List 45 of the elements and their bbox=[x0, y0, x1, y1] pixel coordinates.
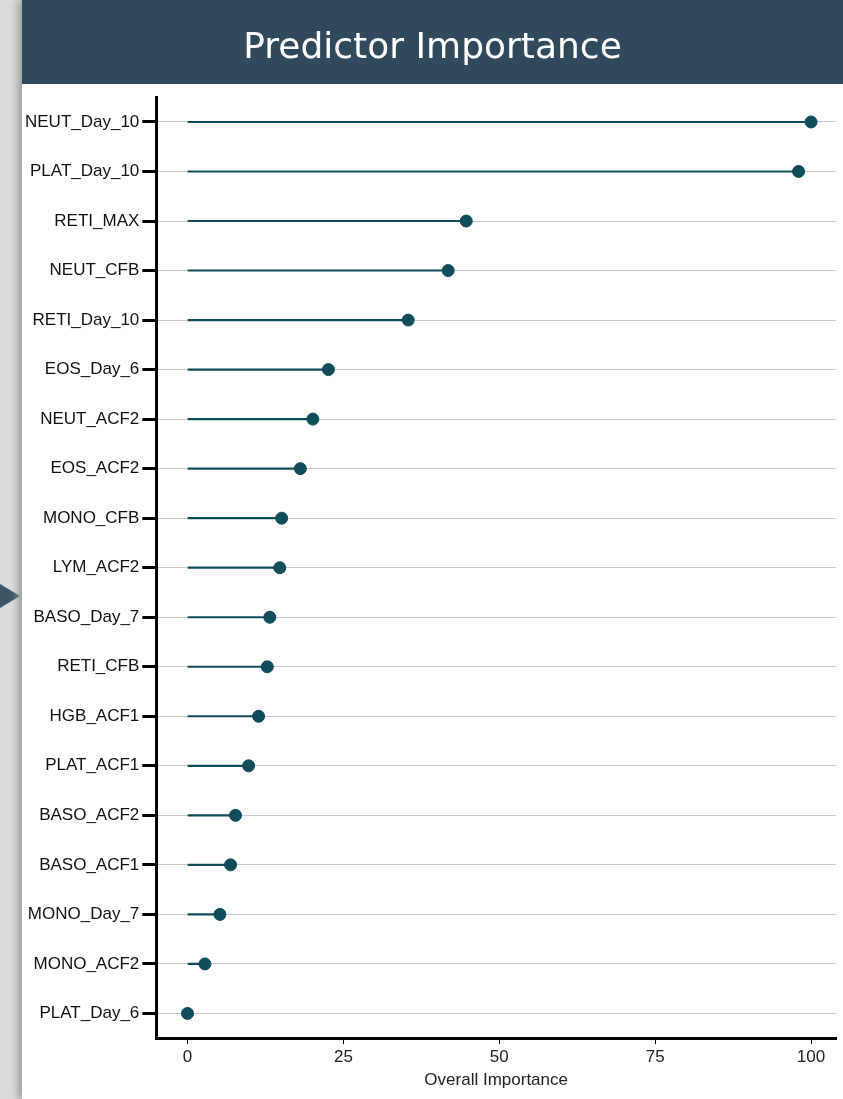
x-tick-label: 0 bbox=[182, 1047, 193, 1067]
y-tick-label: NEUT_Day_10 bbox=[25, 111, 140, 131]
y-tick-label: RETI_Day_10 bbox=[32, 309, 140, 329]
point bbox=[293, 462, 307, 476]
y-tick-label: EOS_Day_6 bbox=[44, 359, 140, 379]
y-tick-label: EOS_ACF2 bbox=[50, 458, 140, 478]
y-tick-label: LYM_ACF2 bbox=[52, 557, 140, 577]
x-tick-label: 50 bbox=[489, 1047, 509, 1067]
point bbox=[242, 759, 256, 773]
x-tick-label: 75 bbox=[645, 1047, 665, 1067]
point bbox=[273, 561, 287, 575]
y-tick-label: BASO_ACF2 bbox=[39, 805, 140, 825]
y-tick-label: MONO_Day_7 bbox=[27, 904, 140, 924]
x-tick-label: 25 bbox=[333, 1047, 353, 1067]
point bbox=[459, 214, 473, 228]
point bbox=[441, 264, 455, 278]
point bbox=[213, 907, 227, 921]
y-tick-label: HGB_ACF1 bbox=[49, 705, 140, 725]
point bbox=[306, 412, 320, 426]
point bbox=[321, 363, 335, 377]
x-tick-label: 100 bbox=[796, 1047, 826, 1067]
point bbox=[792, 164, 806, 178]
point bbox=[275, 511, 289, 525]
y-tick-label: MONO_CFB bbox=[42, 507, 140, 527]
point bbox=[263, 610, 277, 624]
y-tick-label: NEUT_ACF2 bbox=[40, 408, 140, 428]
point bbox=[224, 858, 238, 872]
point bbox=[252, 709, 266, 723]
y-tick-label: BASO_Day_7 bbox=[33, 606, 140, 626]
y-tick-label: RETI_MAX bbox=[54, 210, 140, 230]
y-tick-label: BASO_ACF1 bbox=[39, 854, 140, 874]
y-tick-label: PLAT_ACF1 bbox=[45, 755, 140, 775]
point bbox=[181, 1006, 194, 1020]
y-tick-label: PLAT_Day_10 bbox=[30, 161, 140, 181]
chart-title: Predictor Importance bbox=[22, 0, 843, 84]
point bbox=[260, 660, 274, 674]
point bbox=[229, 808, 243, 822]
y-tick-label: MONO_ACF2 bbox=[33, 953, 140, 973]
point bbox=[198, 957, 212, 971]
y-tick-label: RETI_CFB bbox=[57, 656, 140, 676]
point bbox=[401, 313, 415, 327]
y-tick-label: NEUT_CFB bbox=[49, 260, 140, 280]
y-tick-label: PLAT_Day_6 bbox=[39, 1003, 140, 1023]
x-axis-title: Overall Importance bbox=[424, 1070, 568, 1090]
point bbox=[804, 115, 818, 129]
